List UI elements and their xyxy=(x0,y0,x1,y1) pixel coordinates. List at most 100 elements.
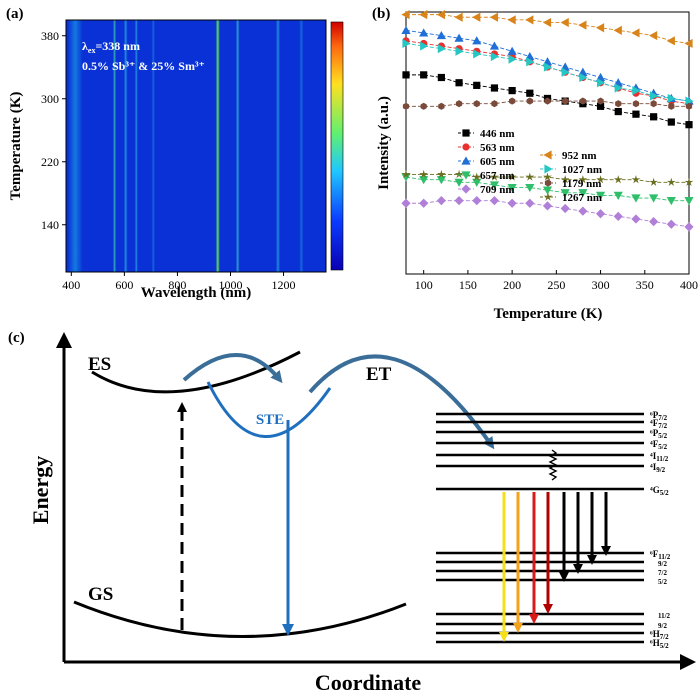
data-point-1267-nm xyxy=(578,175,588,184)
data-point-709-nm xyxy=(454,196,464,206)
heatmap-ytick-label: 380 xyxy=(41,29,59,43)
data-point-1027-nm xyxy=(490,51,500,62)
ground-state-curve xyxy=(73,600,407,638)
data-point-709-nm xyxy=(436,196,446,206)
data-point-1027-nm xyxy=(437,44,446,54)
data-point-657-nm xyxy=(560,189,570,198)
energy-level-label: ⁴F7/2 xyxy=(650,418,668,430)
line-plot-ylabel: Intensity (a.u.) xyxy=(376,96,392,190)
legend-label: 605 nm xyxy=(480,156,515,168)
data-point-1027-nm xyxy=(526,57,535,67)
data-point-446-nm xyxy=(455,79,463,87)
data-point-952-nm xyxy=(560,17,569,28)
ste-label: STE xyxy=(256,412,284,428)
legend-label: 1027 nm xyxy=(562,164,602,176)
heatmap-band xyxy=(112,20,117,272)
legend-marker xyxy=(461,171,471,180)
data-point-709-nm xyxy=(489,196,500,206)
data-point-1267-nm xyxy=(684,177,694,187)
heatmap-band xyxy=(275,20,281,272)
data-point-1027-nm xyxy=(614,83,623,93)
line-plot-xtick-label: 200 xyxy=(503,278,521,292)
data-point-605-nm xyxy=(436,30,446,40)
data-point-446-nm xyxy=(437,73,445,82)
data-point-1179-nm xyxy=(615,100,622,108)
legend-label: 1267 nm xyxy=(562,192,602,204)
energy-level-label: ⁶H5/2 xyxy=(650,638,669,650)
data-point-1179-nm xyxy=(420,102,427,110)
energy-label: Energy xyxy=(28,456,53,524)
legend-marker xyxy=(461,184,471,194)
nonradiative-relaxation-icon xyxy=(548,449,558,481)
data-point-1179-nm xyxy=(685,102,693,110)
data-point-709-nm xyxy=(472,196,482,206)
data-point-657-nm xyxy=(419,176,429,185)
heatmap-band xyxy=(123,20,128,272)
data-point-446-nm xyxy=(508,87,516,95)
data-point-1267-nm xyxy=(437,169,446,179)
data-point-446-nm xyxy=(473,81,481,89)
data-point-1267-nm xyxy=(419,169,429,179)
data-point-657-nm xyxy=(595,191,606,200)
heatmap-band xyxy=(235,20,240,272)
data-point-446-nm xyxy=(490,84,499,92)
data-point-1179-nm xyxy=(668,102,675,110)
data-point-446-nm xyxy=(650,113,658,121)
energy-level-label: 5/2 xyxy=(658,578,667,586)
data-point-952-nm xyxy=(649,30,658,41)
data-point-709-nm xyxy=(525,198,535,208)
data-point-1267-nm xyxy=(596,175,605,184)
data-point-446-nm xyxy=(685,121,693,129)
data-point-952-nm xyxy=(631,28,640,38)
series-line-1027-nm xyxy=(405,42,690,102)
data-point-446-nm xyxy=(596,102,605,110)
data-point-952-nm xyxy=(419,10,428,20)
data-point-1267-nm xyxy=(560,175,570,184)
data-point-657-nm xyxy=(631,194,641,203)
data-point-657-nm xyxy=(649,194,659,203)
data-point-952-nm xyxy=(436,10,445,20)
data-point-657-nm xyxy=(684,197,694,206)
data-point-709-nm xyxy=(649,217,659,227)
energy-level-label: ⁴F5/2 xyxy=(650,439,668,451)
data-point-657-nm xyxy=(472,178,482,187)
data-point-1267-nm xyxy=(490,172,499,181)
data-point-1267-nm xyxy=(649,177,658,187)
data-point-1179-nm xyxy=(438,102,445,110)
data-point-1179-nm xyxy=(526,97,533,105)
heatmap-band xyxy=(215,20,220,272)
data-point-1267-nm xyxy=(507,172,517,181)
data-point-657-nm xyxy=(401,173,411,182)
data-point-446-nm xyxy=(420,71,428,79)
data-point-709-nm xyxy=(595,209,606,219)
energy-level-label: 9/2 xyxy=(658,560,667,568)
data-point-709-nm xyxy=(578,206,588,216)
legend-marker xyxy=(461,156,471,165)
data-point-709-nm xyxy=(684,222,694,232)
data-point-605-nm xyxy=(507,46,517,55)
energy-level-label: ⁶F11/2 xyxy=(650,549,671,561)
data-point-605-nm xyxy=(454,33,464,42)
coordinate-label: Coordinate xyxy=(315,670,422,694)
data-point-1179-nm xyxy=(579,97,586,105)
legend-marker xyxy=(544,164,553,174)
data-point-446-nm xyxy=(614,107,622,116)
data-point-1267-nm xyxy=(543,172,552,181)
data-point-1267-nm xyxy=(525,172,535,181)
legend-marker xyxy=(544,179,552,187)
data-point-605-nm xyxy=(472,36,482,45)
data-point-709-nm xyxy=(560,203,570,214)
line-plot-xtick-label: 300 xyxy=(592,278,610,292)
legend-label: 709 nm xyxy=(480,184,515,196)
data-point-1027-nm xyxy=(455,46,464,56)
heatmap-plot: λex=338 nm 0.5% Sb³⁺ & 25% Sm³⁺ xyxy=(65,19,327,273)
ste-curve xyxy=(206,381,332,438)
heatmap-band xyxy=(67,20,83,272)
es-label: ES xyxy=(88,354,111,375)
data-point-709-nm xyxy=(613,211,623,221)
data-point-1027-nm xyxy=(685,96,694,106)
data-point-952-nm xyxy=(454,12,463,22)
heatmap-band xyxy=(151,20,155,272)
data-point-1027-nm xyxy=(508,54,517,64)
